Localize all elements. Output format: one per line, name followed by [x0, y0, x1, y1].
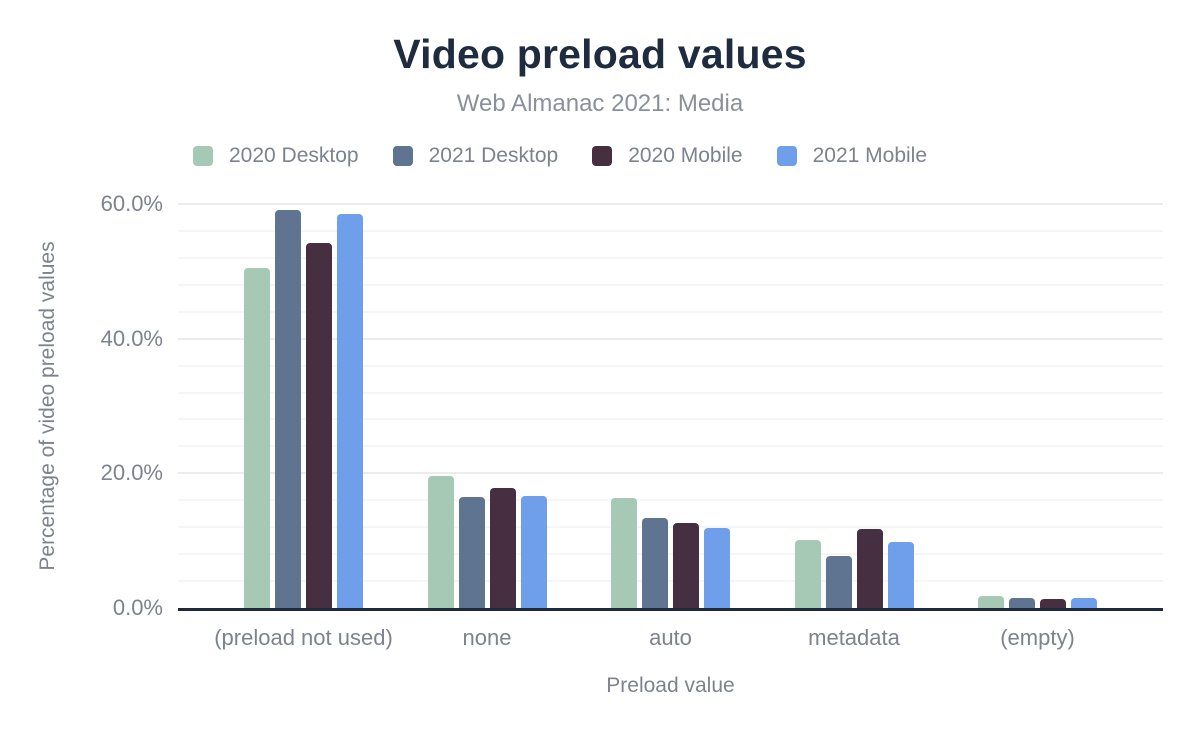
minor-gridline [178, 445, 1163, 448]
minor-gridline [178, 256, 1163, 259]
bar [489, 488, 516, 608]
minor-gridline [178, 499, 1163, 502]
bar [1040, 598, 1066, 608]
bar [978, 595, 1004, 608]
bar [611, 498, 637, 608]
bar-group: metadata [794, 204, 914, 650]
category-label: auto [649, 625, 692, 650]
legend-label: 2021 Desktop [428, 144, 559, 167]
legend: 2020 Desktop 2021 Desktop 2020 Mobile 2021 … [193, 144, 927, 168]
major-gridline [178, 472, 1163, 475]
bar-group: auto [611, 204, 730, 650]
x-axis-title: Preload value [606, 674, 735, 697]
bar [520, 496, 547, 608]
bar [306, 243, 332, 608]
legend-swatch [776, 146, 797, 166]
y-tick-label: 0.0% [112, 595, 163, 620]
bar [458, 496, 485, 608]
chart-title: Video preload values [393, 31, 807, 77]
minor-gridline [178, 229, 1163, 232]
category-label: (preload not used) [214, 625, 393, 650]
legend-swatch [193, 146, 213, 166]
category-label: none [462, 625, 512, 650]
bar-group: none [427, 204, 547, 650]
minor-gridline [178, 364, 1163, 367]
y-tick-label: 40.0% [100, 325, 163, 351]
bar [337, 214, 363, 608]
legend-item: 2020 Desktop [193, 144, 359, 168]
chart-subtitle: Web Almanac 2021: Media [456, 90, 744, 117]
legend-item: 2021 Desktop [392, 144, 559, 168]
y-axis-title: Percentage of video preload values [36, 241, 59, 571]
bar [887, 542, 914, 608]
minor-gridline [178, 310, 1163, 313]
bar [794, 540, 821, 608]
bar [1071, 597, 1097, 608]
legend-swatch [592, 146, 613, 166]
bar-group: (empty) [978, 204, 1097, 650]
major-gridline [178, 337, 1163, 340]
y-tick-label: 20.0% [100, 460, 163, 486]
bar [856, 529, 883, 608]
legend-label: 2020 Mobile [628, 144, 743, 167]
minor-gridline [178, 283, 1163, 286]
y-tick-label: 60.0% [100, 191, 163, 216]
bar [275, 210, 301, 608]
bar-groups: (preload not used) none auto metadata (empty… [178, 204, 1163, 650]
minor-gridline [178, 418, 1163, 421]
legend-swatch [392, 146, 413, 166]
plot-area: 0.0% 20.0% 40.0% 60.0% (preload not used) non… [101, 193, 1163, 650]
minor-gridline [178, 391, 1163, 394]
category-label: metadata [808, 625, 900, 650]
legend-item: 2020 Mobile [592, 144, 743, 168]
bar [427, 476, 454, 608]
bar-group: (preload not used) [214, 204, 393, 650]
legend-label: 2021 Mobile [812, 144, 928, 167]
legend-label: 2020 Desktop [229, 144, 359, 167]
legend-item: 2021 Mobile [776, 144, 928, 168]
minor-gridline [178, 580, 1163, 583]
category-label: (empty) [1000, 625, 1075, 650]
bar [825, 556, 852, 608]
bar [704, 527, 730, 608]
bar [673, 522, 699, 608]
bar [244, 267, 270, 608]
minor-gridline [178, 553, 1163, 556]
bar [642, 518, 668, 608]
minor-gridline [178, 526, 1163, 529]
major-gridline [178, 203, 1163, 205]
bar [1009, 597, 1035, 608]
